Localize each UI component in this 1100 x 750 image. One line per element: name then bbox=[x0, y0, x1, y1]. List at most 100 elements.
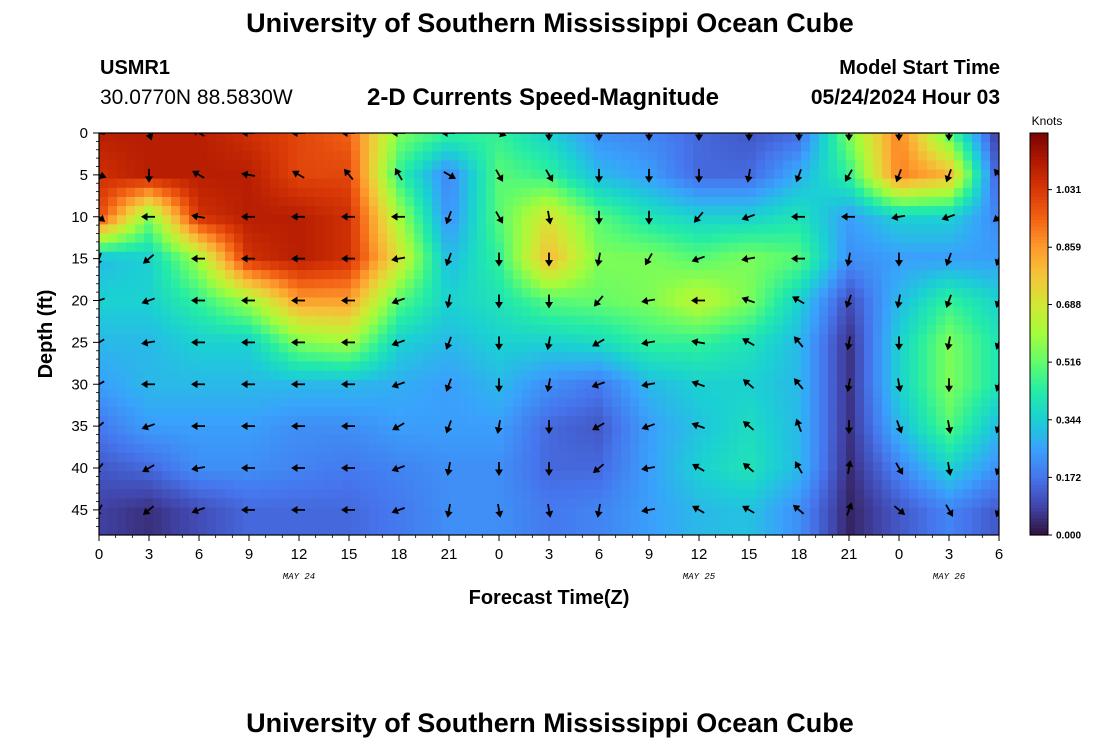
heatmap-cell bbox=[180, 407, 190, 417]
heatmap-cell bbox=[117, 251, 127, 262]
heatmap-cell bbox=[351, 233, 361, 244]
heatmap-cell bbox=[360, 480, 370, 490]
heatmap-cell bbox=[873, 306, 883, 317]
heatmap-cell bbox=[945, 489, 955, 500]
heatmap-cell bbox=[297, 434, 307, 445]
heatmap-cell bbox=[477, 343, 487, 353]
heatmap-cell bbox=[873, 324, 883, 335]
heatmap-cell bbox=[891, 142, 901, 152]
heatmap-cell bbox=[837, 416, 847, 426]
heatmap-cell bbox=[855, 270, 865, 280]
heatmap-cell bbox=[225, 334, 235, 344]
heatmap-cell bbox=[702, 379, 712, 390]
heatmap-cell bbox=[576, 471, 586, 481]
heatmap-cell bbox=[945, 242, 955, 253]
heatmap-cell bbox=[666, 334, 676, 344]
x-tick-label: 6 bbox=[995, 546, 1003, 563]
heatmap-cell bbox=[756, 270, 766, 280]
heatmap-cell bbox=[99, 443, 109, 454]
heatmap-cell bbox=[738, 461, 748, 472]
heatmap-cell bbox=[261, 480, 271, 490]
heatmap-cell bbox=[459, 251, 469, 262]
heatmap-cell bbox=[693, 388, 703, 399]
heatmap-cell bbox=[351, 169, 361, 180]
heatmap-cell bbox=[144, 297, 154, 308]
heatmap-cell bbox=[819, 242, 829, 253]
heatmap-cell bbox=[855, 206, 865, 216]
heatmap-cell bbox=[927, 215, 937, 225]
heatmap-cell bbox=[576, 388, 586, 399]
heatmap-cell bbox=[117, 270, 127, 280]
heatmap-cell bbox=[144, 452, 154, 463]
heatmap-cell bbox=[531, 370, 541, 381]
heatmap-cell bbox=[486, 443, 496, 454]
heatmap-cell bbox=[513, 516, 523, 527]
heatmap-cell bbox=[567, 133, 577, 143]
x-tick-label: 21 bbox=[441, 546, 458, 563]
heatmap-cell bbox=[576, 324, 586, 335]
heatmap-cell bbox=[864, 133, 874, 143]
heatmap-cell bbox=[882, 370, 892, 381]
heatmap-cell bbox=[252, 498, 262, 509]
heatmap-cell bbox=[765, 489, 775, 500]
colorbar-segment bbox=[1030, 156, 1048, 161]
colorbar-segment bbox=[1030, 260, 1048, 265]
heatmap-cell bbox=[180, 334, 190, 344]
heatmap-cell bbox=[765, 187, 775, 198]
heatmap-cell bbox=[909, 434, 919, 445]
heatmap-cell bbox=[459, 388, 469, 399]
heatmap-cell bbox=[180, 516, 190, 527]
heatmap-cell bbox=[954, 151, 964, 162]
heatmap-cell bbox=[630, 178, 640, 189]
heatmap-cell bbox=[99, 507, 109, 518]
heatmap-cell bbox=[900, 251, 910, 262]
heatmap-cell bbox=[405, 407, 415, 417]
heatmap-cell bbox=[351, 525, 361, 535]
heatmap-cell bbox=[432, 288, 442, 299]
heatmap-cell bbox=[675, 397, 685, 408]
heatmap-cell bbox=[333, 489, 343, 500]
heatmap-cell bbox=[117, 352, 127, 363]
heatmap-cell bbox=[288, 489, 298, 500]
heatmap-cell bbox=[549, 407, 559, 417]
heatmap-cell bbox=[747, 480, 757, 490]
colorbar-segment bbox=[1030, 498, 1048, 503]
heatmap-cell bbox=[576, 178, 586, 189]
heatmap-cell bbox=[729, 251, 739, 262]
heatmap-cell bbox=[126, 196, 136, 207]
colorbar-segment bbox=[1030, 447, 1048, 452]
heatmap-cell bbox=[810, 233, 820, 244]
heatmap-cell bbox=[882, 507, 892, 518]
heatmap-cell bbox=[333, 461, 343, 472]
heatmap-cell bbox=[558, 498, 568, 509]
heatmap-cell bbox=[351, 379, 361, 390]
heatmap-cell bbox=[729, 425, 739, 436]
heatmap-cell bbox=[864, 461, 874, 472]
heatmap-cell bbox=[126, 297, 136, 308]
heatmap-cell bbox=[522, 324, 532, 335]
heatmap-cell bbox=[324, 388, 334, 399]
heatmap-cell bbox=[918, 334, 928, 344]
heatmap-cell bbox=[405, 361, 415, 372]
heatmap-cell bbox=[972, 334, 982, 344]
heatmap-cell bbox=[261, 224, 271, 235]
heatmap-cell bbox=[963, 315, 973, 326]
heatmap-cell bbox=[936, 142, 946, 152]
heatmap-cell bbox=[468, 397, 478, 408]
current-vector bbox=[895, 133, 903, 141]
heatmap-cell bbox=[846, 397, 856, 408]
heatmap-cell bbox=[153, 516, 163, 527]
heatmap-cell bbox=[702, 452, 712, 463]
heatmap-cell bbox=[648, 151, 658, 162]
heatmap-cell bbox=[774, 288, 784, 299]
heatmap-cell bbox=[567, 516, 577, 527]
heatmap-cell bbox=[846, 489, 856, 500]
heatmap-cell bbox=[981, 471, 991, 481]
heatmap-cell bbox=[450, 315, 460, 326]
heatmap-cell bbox=[837, 388, 847, 399]
heatmap-cell bbox=[657, 425, 667, 436]
heatmap-cell bbox=[171, 352, 181, 363]
heatmap-cell bbox=[720, 507, 730, 518]
heatmap-cell bbox=[783, 407, 793, 417]
heatmap-cell bbox=[378, 471, 388, 481]
